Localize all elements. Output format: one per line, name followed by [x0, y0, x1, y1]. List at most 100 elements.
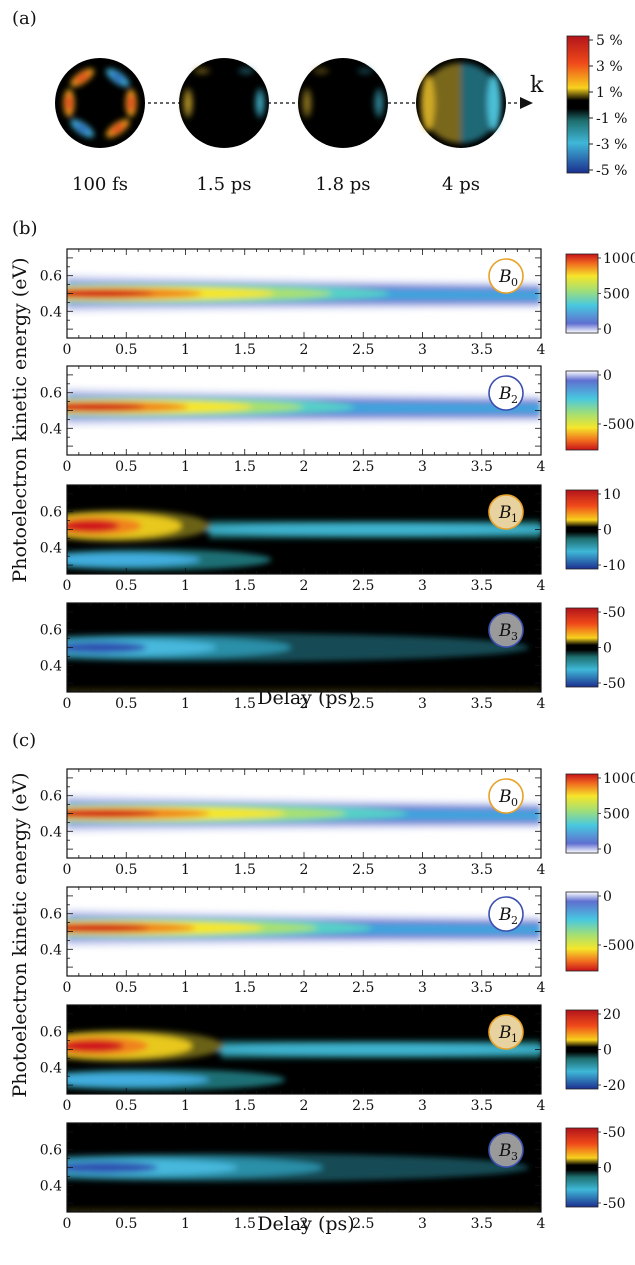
- x-tick-label: 0.5: [115, 1098, 137, 1114]
- x-tick-label: 2.5: [352, 342, 374, 358]
- badge-subscript: 1: [511, 512, 518, 525]
- x-tick-label: 3: [418, 862, 427, 878]
- x-tick-label: 3.5: [471, 459, 493, 475]
- heatmap-0: 0 0.5 1 1.5 2 2.5 3 3.5 40.60.4B 0: [40, 248, 546, 358]
- colorbar-tick-label: 0: [603, 842, 612, 858]
- x-tick-label: 1.5: [234, 980, 256, 996]
- x-tick-label: 0.5: [115, 342, 137, 358]
- colorbar-tick-label: 0: [603, 368, 612, 384]
- y-tick-label: 0.4: [40, 1060, 62, 1076]
- x-tick-label: 1.5: [234, 459, 256, 475]
- heatmap-area: [67, 887, 541, 976]
- snapshot-0: 100 fs: [55, 58, 145, 195]
- x-tick-label: 0: [63, 696, 72, 712]
- x-tick-label: 3.5: [471, 342, 493, 358]
- colorbar-scale: [565, 1127, 599, 1208]
- colorbar-tick-label: -50: [603, 676, 626, 692]
- y-axis-label-c: Photoelectron kinetic energy (eV): [9, 772, 31, 1097]
- colorbar-1: 0 -500: [565, 368, 634, 451]
- lobe: [254, 85, 266, 121]
- panel-a-colorbar-scale: [566, 35, 590, 174]
- snapshot-label: 100 fs: [72, 174, 128, 195]
- snapshot-disc: [298, 58, 388, 148]
- cbar-tick-label: -3 %: [596, 137, 627, 153]
- x-tick-label: 2: [300, 578, 309, 594]
- lobe: [105, 67, 131, 88]
- colorbar-2: 10 0 -10: [565, 487, 626, 574]
- k-label: k: [530, 73, 544, 98]
- colorbar-tick-label: 1000: [603, 251, 635, 267]
- heatmap-area: [67, 485, 541, 574]
- lobe: [125, 88, 137, 118]
- x-tick-label: 0: [63, 578, 72, 594]
- x-tick-label: 3: [418, 578, 427, 594]
- badge-subscript: 2: [511, 914, 518, 927]
- badge-label: B: [498, 1141, 512, 1161]
- x-tick-label: 0: [63, 862, 72, 878]
- colorbar-scale: [565, 370, 599, 451]
- heatmap-lobe: [67, 1039, 124, 1053]
- x-tick-label: 1.5: [234, 862, 256, 878]
- x-tick-label: 4: [537, 459, 546, 475]
- x-tick-label: 3.5: [471, 1216, 493, 1232]
- colorbar-tick-label: 0: [603, 889, 612, 905]
- y-tick-label: 0.6: [40, 623, 62, 639]
- badge-subscript: 2: [511, 393, 518, 406]
- heatmap-band: [185, 524, 541, 535]
- colorbar-7: -50 0 -50: [565, 1125, 626, 1212]
- heatmap-area: [67, 366, 541, 455]
- x-tick-label: 0.5: [115, 1216, 137, 1232]
- heatmap-5: 0 0.5 1 1.5 2 2.5 3 3.5 40.60.4B 2: [40, 886, 546, 996]
- badge-circle: [488, 494, 524, 530]
- badge-circle: [488, 612, 524, 648]
- badge-label: B: [498, 905, 512, 925]
- x-tick-label: 1: [181, 696, 190, 712]
- colorbar-tick-label: -50: [603, 605, 626, 621]
- colorbar-scale: [565, 891, 599, 972]
- badge-circle: [488, 1014, 524, 1050]
- x-tick-label: 3.5: [471, 980, 493, 996]
- x-tick-label: 3: [418, 459, 427, 475]
- badge-circle: [488, 375, 524, 411]
- x-tick-label: 4: [537, 578, 546, 594]
- x-tick-label: 3: [418, 342, 427, 358]
- cbar-tick-label: 1 %: [596, 85, 623, 101]
- x-tick-label: 1: [181, 578, 190, 594]
- lobe: [487, 75, 501, 131]
- lobe: [105, 118, 131, 139]
- y-tick-label: 0.6: [40, 907, 62, 923]
- x-tick-label: 4: [537, 1216, 546, 1232]
- badge-subscript: 3: [511, 1150, 518, 1163]
- colorbar-tick-label: -20: [603, 1078, 626, 1094]
- colorbar-tick-label: -50: [603, 1196, 626, 1212]
- colorbar-tick-label: 500: [603, 807, 630, 823]
- x-tick-label: 2.5: [352, 459, 374, 475]
- lobe: [236, 67, 256, 75]
- badge-label: B: [498, 503, 512, 523]
- x-tick-label: 0.5: [115, 980, 137, 996]
- heatmap-core: [67, 809, 159, 818]
- colorbar-0: 1000 500 0: [565, 251, 635, 338]
- x-tick-label: 2: [300, 1216, 309, 1232]
- y-tick-label: 0.6: [40, 1025, 62, 1041]
- snapshot-label: 4 ps: [442, 174, 480, 195]
- x-tick-label: 1.5: [234, 1098, 256, 1114]
- cbar-tick-label: 3 %: [596, 59, 623, 75]
- heatmap-2: 0 0.5 1 1.5 2 2.5 3 3.5 40.60.4B 1: [40, 484, 546, 594]
- panel-label-b: (b): [12, 218, 38, 239]
- panel-a: k 100 fs 1.5 ps 1.8 ps 4 ps 5 % 3 % 1 % -1 % -3…: [55, 33, 627, 195]
- colorbar-scale: [565, 607, 599, 688]
- y-tick-label: 0.4: [40, 824, 62, 840]
- y-tick-label: 0.4: [40, 304, 62, 320]
- colorbar-tick-label: -500: [603, 417, 634, 433]
- badge-circle: [488, 258, 524, 294]
- snapshot-label: 1.8 ps: [315, 174, 370, 195]
- panel-label-c: (c): [12, 730, 36, 751]
